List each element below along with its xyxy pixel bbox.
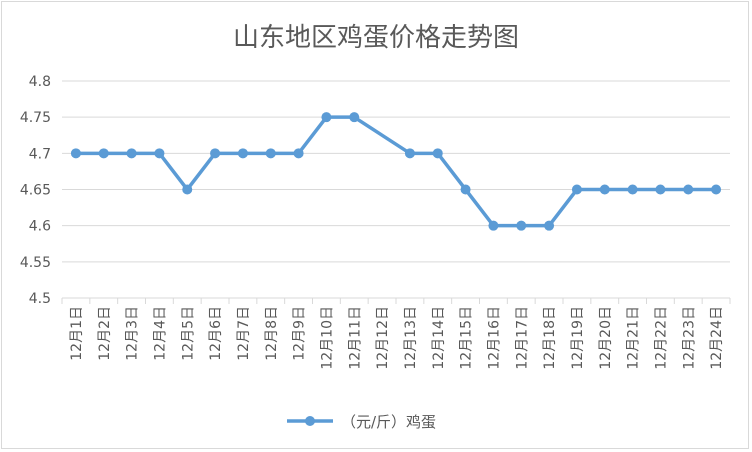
x-tick-label: 12月13日	[403, 306, 419, 370]
data-point[interactable]	[655, 184, 666, 195]
x-tick-label: 12月23日	[681, 306, 697, 370]
x-tick-label: 12月1日	[69, 306, 85, 361]
chart-title: 山东地区鸡蛋价格走势图	[233, 23, 519, 53]
y-tick-label: 4.65	[20, 183, 51, 199]
x-tick-label: 12月24日	[709, 306, 725, 370]
data-point[interactable]	[265, 148, 276, 159]
x-axis-ticks: 12月1日 12月2日 12月3日 12月4日 12月5日 12月6日 12月7日 12月8日…	[69, 306, 725, 370]
x-tick-label: 12月22日	[653, 306, 669, 370]
legend-label: （元/斤）鸡蛋	[341, 413, 436, 431]
x-tick-label: 12月18日	[542, 306, 558, 370]
data-point[interactable]	[154, 148, 165, 159]
x-tick-label: 12月6日	[208, 306, 224, 361]
data-point[interactable]	[182, 184, 193, 195]
data-point[interactable]	[293, 148, 304, 159]
x-tick-label: 12月15日	[459, 306, 475, 370]
data-point[interactable]	[432, 148, 443, 159]
data-point[interactable]	[70, 148, 81, 159]
x-tick-label: 12月3日	[125, 306, 141, 361]
legend-swatch-marker	[305, 416, 315, 426]
x-tick-label: 12月5日	[180, 306, 196, 361]
x-tick-label: 12月7日	[236, 306, 252, 361]
data-point[interactable]	[210, 148, 221, 159]
data-point[interactable]	[516, 220, 527, 231]
gridlines	[62, 80, 730, 263]
x-tick-label: 12月4日	[152, 306, 168, 361]
data-point[interactable]	[544, 220, 555, 231]
data-point[interactable]	[683, 184, 694, 195]
series-layer	[70, 112, 722, 231]
data-point[interactable]	[488, 220, 499, 231]
data-point[interactable]	[627, 184, 638, 195]
data-point[interactable]	[404, 148, 415, 159]
data-point[interactable]	[349, 112, 360, 123]
data-point[interactable]	[711, 184, 722, 195]
data-point[interactable]	[126, 148, 137, 159]
data-point[interactable]	[460, 184, 471, 195]
x-tick-label: 12月11日	[347, 306, 363, 370]
y-tick-label: 4.6	[29, 219, 51, 235]
series-line	[75, 115, 717, 228]
data-point[interactable]	[321, 112, 332, 123]
y-tick-label: 4.75	[20, 110, 51, 126]
x-tick-label: 12月12日	[375, 306, 391, 370]
x-axis	[61, 297, 731, 304]
legend[interactable]: （元/斤）鸡蛋	[287, 413, 436, 431]
data-point[interactable]	[599, 184, 610, 195]
x-tick-label: 12月20日	[598, 306, 614, 370]
data-point[interactable]	[98, 148, 109, 159]
y-axis-ticks: 4.5 4.55 4.6 4.65 4.7 4.75 4.8	[20, 74, 51, 307]
x-tick-label: 12月8日	[264, 306, 280, 361]
x-tick-label: 12月19日	[570, 306, 586, 370]
x-tick-label: 12月9日	[292, 306, 308, 361]
y-tick-label: 4.55	[20, 255, 51, 271]
x-tick-label: 12月21日	[626, 306, 642, 370]
x-tick-label: 12月14日	[431, 306, 447, 370]
data-point[interactable]	[237, 148, 248, 159]
y-tick-label: 4.5	[29, 291, 51, 307]
y-tick-label: 4.8	[29, 74, 51, 90]
x-tick-label: 12月10日	[319, 306, 335, 370]
x-tick-label: 12月2日	[97, 306, 113, 361]
x-tick-label: 12月16日	[486, 306, 502, 370]
x-tick-label: 12月17日	[514, 306, 530, 370]
data-point[interactable]	[571, 184, 582, 195]
y-tick-label: 4.7	[29, 146, 51, 162]
